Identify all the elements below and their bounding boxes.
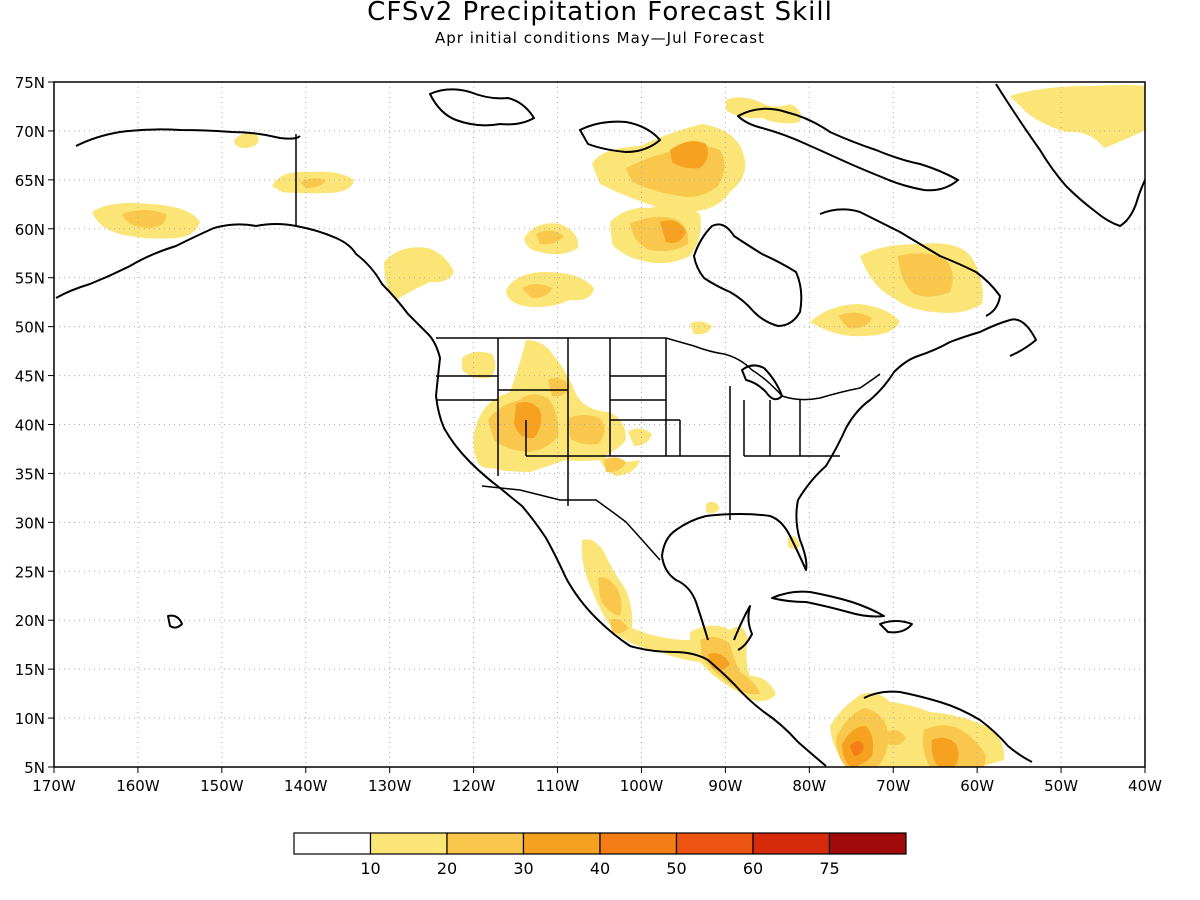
skill-region-orinoco [886,730,906,746]
skill-region-greenland [1010,85,1145,148]
coastline-hudson-bay [693,223,803,327]
lon-tick-label: 50W [1044,777,1078,795]
state-lines [436,338,840,520]
lat-tick-label: 10N [15,710,45,728]
coastline-great-lakes [741,364,783,401]
skill-region-bc-coast [384,247,454,300]
lat-tick-label: 50N [15,319,45,337]
colorbar-label: 40 [590,859,610,878]
colorbar-label: 60 [743,859,763,878]
skill-region-oregon [462,351,496,379]
skill-region-central-america-mid [700,636,760,695]
skill-region-mexico-south-core [610,619,628,634]
lat-lon-grid [54,82,1145,767]
coastline-baffin [737,107,959,192]
map-title: CFSv2 Precipitation Forecast Skill [367,0,833,27]
colorbar-label: 75 [819,859,839,878]
lat-tick-label: 45N [15,368,45,386]
colorbar-swatch [446,832,525,855]
lon-tick-label: 40W [1128,777,1162,795]
skill-region-quebec-south-core [838,312,872,329]
coastline-north-america [55,223,827,767]
skill-region-north-sask-core [536,230,564,245]
skill-region-guiana-core [931,737,959,767]
skill-region-colombia-peak [850,741,864,756]
skill-region-texas-panhandle [604,457,626,473]
map-subtitle: Apr initial conditions May—Jul Forecast [434,29,766,47]
lat-tick-label: 40N [15,417,45,435]
political-borders [295,134,881,561]
colorbar-swatch [599,832,678,855]
coastline-hawaii [167,614,183,629]
colorbar-label: 50 [666,859,686,878]
skill-region-wyoming [548,378,570,397]
coastline-yucatan [733,605,753,651]
skill-region-louisiana [706,501,720,514]
coastline-gulf-of-mexico [661,318,1037,641]
colorbar-swatch [752,832,831,855]
lat-tick-label: 25N [15,563,45,581]
lon-tick-label: 70W [876,777,910,795]
skill-region-hudson-west-core [660,220,686,243]
lon-tick-label: 160W [116,777,160,795]
skill-region-mexico-west-core [598,577,622,616]
coastline-labrador [819,208,1001,317]
colorbar-swatch [675,832,754,855]
lat-tick-label: 75N [15,74,45,92]
longitude-labels: 170W 160W 150W 140W 130W 120W 110W 100W 90W 80W 70… [32,767,1162,795]
colorbar-swatch [828,832,907,855]
skill-region-alaska-interior-core [300,178,326,188]
skill-region-utah-core [514,402,542,439]
skill-region-baffin-south [690,321,712,335]
skill-region-colorado [568,415,605,445]
lat-tick-label: 55N [15,270,45,288]
colorbar: 10 20 30 40 50 60 75 [293,832,907,878]
border-us-canada [436,337,881,401]
lat-tick-label: 5N [24,759,45,777]
skill-region-alaska-north [234,132,259,148]
skill-region-labrador-core [898,253,953,297]
coastline-south-america [863,690,1033,763]
colorbar-label: 30 [513,859,533,878]
lon-tick-label: 80W [792,777,826,795]
skill-region-prairies-core [522,284,552,298]
lon-tick-label: 90W [708,777,742,795]
lat-tick-label: 70N [15,123,45,141]
lat-tick-label: 15N [15,661,45,679]
lon-tick-label: 150W [200,777,244,795]
skill-region-kansas [628,428,652,446]
skill-region-arctic-islands [726,97,801,124]
coastline-victoria-island [579,120,661,153]
coastline-arctic-islands [429,88,535,127]
colorbar-label: 10 [360,859,380,878]
colorbar-swatch [522,832,601,855]
skill-shading [92,85,1145,767]
lat-tick-label: 20N [15,612,45,630]
coastline-greenland [995,83,1145,227]
lat-tick-label: 30N [15,514,45,532]
lat-tick-label: 65N [15,172,45,190]
colorbar-swatch [369,832,448,855]
skill-region-nunavut-core [670,141,708,169]
colorbar-label: 20 [437,859,457,878]
skill-region-alaska-south-core [122,210,167,228]
lon-tick-label: 60W [960,777,994,795]
lon-tick-label: 110W [536,777,580,795]
lon-tick-label: 140W [284,777,328,795]
lon-tick-label: 100W [620,777,664,795]
lat-tick-label: 60N [15,221,45,239]
lon-tick-label: 170W [32,777,76,795]
skill-region-mexico-west [581,539,702,662]
colorbar-swatch [293,832,372,855]
coastline-north-alaska [75,128,301,147]
border-us-mexico [481,485,661,561]
coastline-cuba [771,590,885,618]
coastlines [55,83,1145,767]
lat-tick-label: 35N [15,465,45,483]
lon-tick-label: 130W [368,777,412,795]
lon-tick-label: 120W [452,777,496,795]
latitude-labels: 75N 70N 65N 60N 55N 50N 45N 40N 35N 30N 25N 20N 15N 1… [15,74,54,777]
coastline-hispaniola [879,620,913,634]
